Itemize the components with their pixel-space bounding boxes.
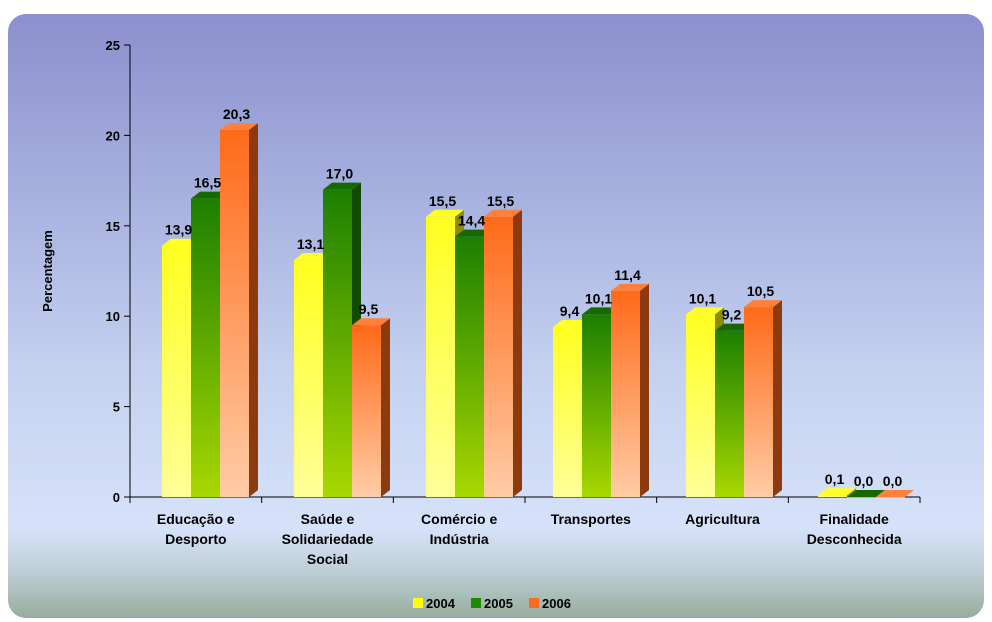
legend-entry: 2005 xyxy=(484,596,513,611)
data-label: 17,0 xyxy=(326,166,353,182)
x-tick-label: Solidariedade xyxy=(282,531,374,547)
bar-top xyxy=(847,490,885,497)
bar-front xyxy=(744,307,773,497)
bar-top xyxy=(455,229,493,237)
bar xyxy=(352,318,390,497)
legend-entry: 2004 xyxy=(426,596,456,611)
x-tick-label: Social xyxy=(307,551,348,567)
x-tick-label: Desporto xyxy=(165,531,226,547)
bar-side xyxy=(847,488,856,497)
bar-top xyxy=(162,238,200,246)
bar xyxy=(220,122,258,497)
bar-front xyxy=(323,189,352,497)
bar-top xyxy=(323,182,361,190)
legend-entry: 2006 xyxy=(542,596,571,611)
y-tick-label: 25 xyxy=(106,38,120,53)
data-label: 16,5 xyxy=(194,175,221,191)
bar-front xyxy=(847,497,876,498)
data-label: 0,1 xyxy=(825,471,845,487)
x-tick-label: Desconhecida xyxy=(807,531,902,547)
data-label: 14,4 xyxy=(458,213,485,229)
bar-side xyxy=(773,300,782,497)
bar-side xyxy=(640,283,649,497)
bar-front xyxy=(553,327,582,497)
data-label: 10,1 xyxy=(585,290,612,306)
chart-panel: Percentagem 0 5 10 15 20 25 13,9 16,5 20,3 13,1 1… xyxy=(8,14,984,618)
data-label: 13,9 xyxy=(165,222,192,238)
bar-front xyxy=(162,245,191,497)
y-axis-label: Percentagem xyxy=(40,230,55,312)
bar-front xyxy=(876,497,905,498)
bar-top xyxy=(686,307,724,315)
y-tick-label: 20 xyxy=(106,128,120,143)
bar-top xyxy=(426,209,464,217)
bar xyxy=(484,209,522,497)
bar-front xyxy=(611,290,640,497)
bar-top xyxy=(715,323,753,331)
bar-side xyxy=(513,209,522,497)
data-label: 15,5 xyxy=(429,193,456,209)
x-tick-label: Agricultura xyxy=(685,511,760,527)
x-tick-label: Comércio e xyxy=(421,511,497,527)
bar-chart: Percentagem 0 5 10 15 20 25 13,9 16,5 20,3 13,1 1… xyxy=(40,38,921,611)
bar xyxy=(876,490,914,498)
data-label: 9,2 xyxy=(722,307,742,323)
x-tick-label: Finalidade xyxy=(820,511,889,527)
bar-front xyxy=(686,314,715,497)
bar-side xyxy=(381,318,390,497)
bar-top xyxy=(352,318,390,326)
data-label: 0,0 xyxy=(883,473,903,489)
data-label: 0,0 xyxy=(854,473,874,489)
legend-swatch xyxy=(529,598,539,608)
x-tick-label: Saúde e xyxy=(301,511,355,527)
bar-side xyxy=(249,122,258,497)
data-label: 9,4 xyxy=(560,303,580,319)
data-label: 13,1 xyxy=(297,236,324,252)
data-label: 9,5 xyxy=(359,301,379,317)
bar-top xyxy=(744,300,782,308)
x-tick-label: Transportes xyxy=(551,511,631,527)
bar-top xyxy=(611,283,649,291)
bar-top xyxy=(220,122,258,130)
bar-front xyxy=(220,129,249,497)
bar-front xyxy=(818,495,847,497)
bar-front xyxy=(582,314,611,497)
data-label: 11,4 xyxy=(614,267,641,283)
bar xyxy=(818,488,856,497)
bar-front xyxy=(352,325,381,497)
bar-top xyxy=(553,320,591,328)
data-label: 15,5 xyxy=(487,193,514,209)
y-tick-label: 0 xyxy=(113,490,120,505)
y-tick-label: 15 xyxy=(106,219,120,234)
bar xyxy=(611,283,649,497)
legend-swatch xyxy=(471,598,481,608)
bar-front xyxy=(484,216,513,497)
bar-front xyxy=(455,236,484,497)
x-tick-label: Indústria xyxy=(430,531,489,547)
bar-top xyxy=(294,253,332,261)
data-label: 20,3 xyxy=(223,106,250,122)
y-tick-label: 5 xyxy=(113,400,120,415)
bar-top xyxy=(191,191,229,199)
bar-top xyxy=(484,209,522,217)
bar-front xyxy=(191,198,220,497)
bar-top xyxy=(582,307,620,315)
legend-swatch xyxy=(413,598,423,608)
y-tick-label: 10 xyxy=(106,309,120,324)
bar-front xyxy=(426,216,455,497)
bar-front xyxy=(294,260,323,497)
x-tick-label: Educação e xyxy=(157,511,235,527)
bar-front xyxy=(715,330,744,497)
data-label: 10,1 xyxy=(689,290,716,306)
bar-top xyxy=(876,490,914,497)
bar xyxy=(847,490,885,498)
bar-top xyxy=(818,488,856,496)
bar xyxy=(744,300,782,497)
data-label: 10,5 xyxy=(747,283,774,299)
